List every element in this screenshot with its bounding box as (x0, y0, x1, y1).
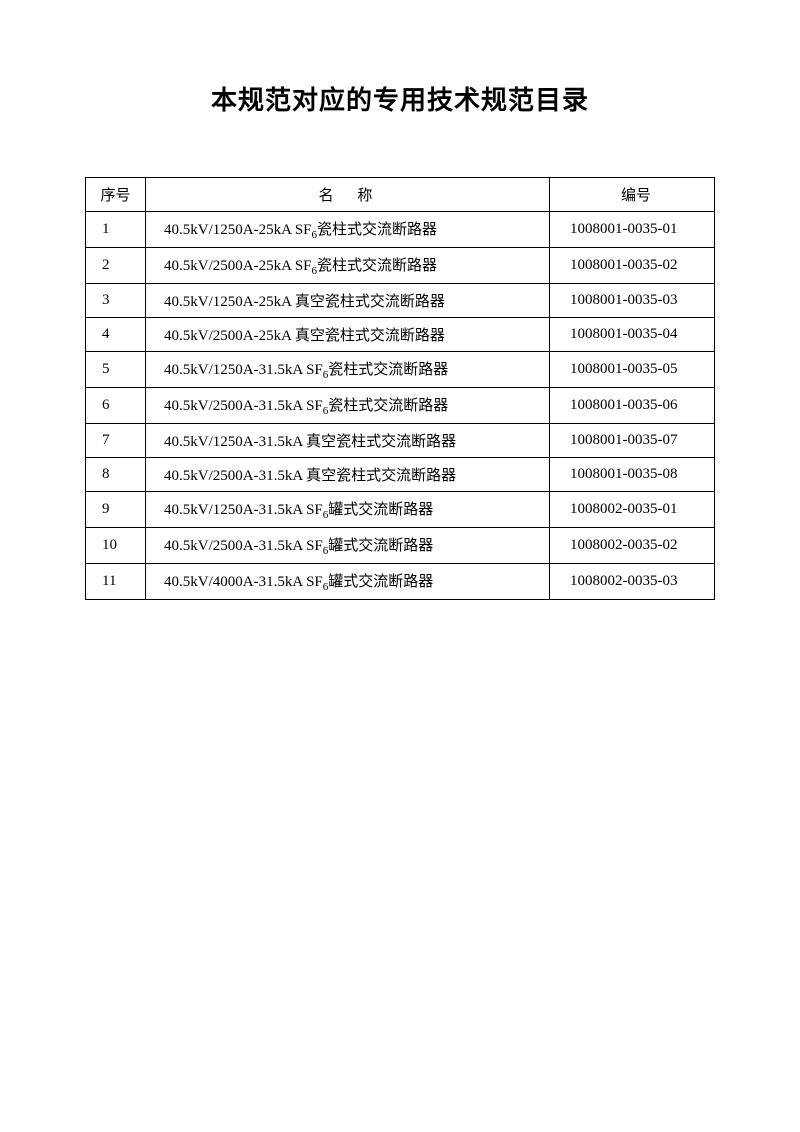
header-seq: 序号 (86, 178, 146, 212)
table-row: 740.5kV/1250A-31.5kA 真空瓷柱式交流断路器1008001-0… (86, 424, 715, 458)
cell-code: 1008001-0035-08 (550, 458, 715, 492)
cell-seq: 5 (86, 352, 146, 388)
cell-seq: 10 (86, 528, 146, 564)
table-body: 140.5kV/1250A-25kA SF6瓷柱式交流断路器1008001-00… (86, 212, 715, 600)
cell-seq: 3 (86, 284, 146, 318)
table-row: 1140.5kV/4000A-31.5kA SF6罐式交流断路器1008002-… (86, 564, 715, 600)
table-row: 540.5kV/1250A-31.5kA SF6瓷柱式交流断路器1008001-… (86, 352, 715, 388)
table-row: 440.5kV/2500A-25kA 真空瓷柱式交流断路器1008001-003… (86, 318, 715, 352)
table-header-row: 序号 名 称 编号 (86, 178, 715, 212)
cell-seq: 7 (86, 424, 146, 458)
cell-code: 1008001-0035-05 (550, 352, 715, 388)
cell-seq: 8 (86, 458, 146, 492)
header-name: 名 称 (146, 178, 550, 212)
table-row: 840.5kV/2500A-31.5kA 真空瓷柱式交流断路器1008001-0… (86, 458, 715, 492)
cell-seq: 4 (86, 318, 146, 352)
table-row: 1040.5kV/2500A-31.5kA SF6罐式交流断路器1008002-… (86, 528, 715, 564)
table-row: 140.5kV/1250A-25kA SF6瓷柱式交流断路器1008001-00… (86, 212, 715, 248)
cell-code: 1008001-0035-01 (550, 212, 715, 248)
cell-name: 40.5kV/1250A-31.5kA SF6瓷柱式交流断路器 (146, 352, 550, 388)
cell-name: 40.5kV/1250A-25kA SF6瓷柱式交流断路器 (146, 212, 550, 248)
cell-code: 1008001-0035-04 (550, 318, 715, 352)
table-row: 640.5kV/2500A-31.5kA SF6瓷柱式交流断路器1008001-… (86, 388, 715, 424)
cell-code: 1008001-0035-03 (550, 284, 715, 318)
cell-name: 40.5kV/1250A-25kA 真空瓷柱式交流断路器 (146, 284, 550, 318)
cell-name: 40.5kV/2500A-25kA SF6瓷柱式交流断路器 (146, 248, 550, 284)
table-row: 340.5kV/1250A-25kA 真空瓷柱式交流断路器1008001-003… (86, 284, 715, 318)
cell-code: 1008001-0035-02 (550, 248, 715, 284)
table-row: 940.5kV/1250A-31.5kA SF6罐式交流断路器1008002-0… (86, 492, 715, 528)
cell-code: 1008002-0035-01 (550, 492, 715, 528)
cell-code: 1008001-0035-07 (550, 424, 715, 458)
cell-name: 40.5kV/4000A-31.5kA SF6罐式交流断路器 (146, 564, 550, 600)
page-title: 本规范对应的专用技术规范目录 (85, 80, 715, 117)
specification-table: 序号 名 称 编号 140.5kV/1250A-25kA SF6瓷柱式交流断路器… (85, 177, 715, 600)
cell-seq: 9 (86, 492, 146, 528)
header-code: 编号 (550, 178, 715, 212)
cell-name: 40.5kV/2500A-25kA 真空瓷柱式交流断路器 (146, 318, 550, 352)
cell-seq: 11 (86, 564, 146, 600)
cell-name: 40.5kV/2500A-31.5kA SF6罐式交流断路器 (146, 528, 550, 564)
cell-name: 40.5kV/1250A-31.5kA 真空瓷柱式交流断路器 (146, 424, 550, 458)
cell-seq: 2 (86, 248, 146, 284)
cell-code: 1008001-0035-06 (550, 388, 715, 424)
cell-seq: 1 (86, 212, 146, 248)
cell-name: 40.5kV/2500A-31.5kA 真空瓷柱式交流断路器 (146, 458, 550, 492)
cell-name: 40.5kV/1250A-31.5kA SF6罐式交流断路器 (146, 492, 550, 528)
table-row: 240.5kV/2500A-25kA SF6瓷柱式交流断路器1008001-00… (86, 248, 715, 284)
cell-code: 1008002-0035-03 (550, 564, 715, 600)
cell-code: 1008002-0035-02 (550, 528, 715, 564)
cell-name: 40.5kV/2500A-31.5kA SF6瓷柱式交流断路器 (146, 388, 550, 424)
cell-seq: 6 (86, 388, 146, 424)
